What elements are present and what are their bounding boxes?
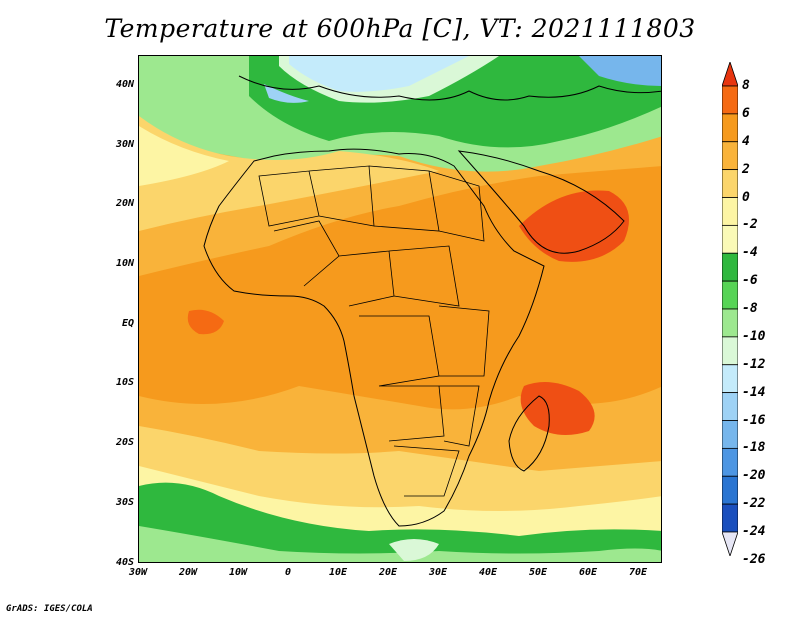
colorbar-label: -14 xyxy=(742,384,766,400)
colorbar-label: -22 xyxy=(742,496,766,512)
colorbar-box xyxy=(722,308,738,338)
colorbar-box xyxy=(722,197,738,226)
lat-label-40s: 40S xyxy=(115,557,134,568)
field-south-light-green xyxy=(139,526,661,562)
lon-label-0: 0 xyxy=(284,567,292,578)
lon-label-40e: 40E xyxy=(478,567,498,578)
colorbar-top-arrow xyxy=(722,62,738,87)
colorbar-label: 8 xyxy=(742,78,750,93)
colorbar-label: -18 xyxy=(742,440,766,456)
lat-label-40n: 40N xyxy=(115,79,134,90)
lat-label-eq: EQ xyxy=(121,318,134,329)
colorbar-label: -6 xyxy=(742,273,758,289)
colorbar-box xyxy=(722,475,738,505)
colorbar-label: 6 xyxy=(742,105,750,121)
colorbar-box xyxy=(722,224,738,254)
field-south-green xyxy=(139,482,661,562)
map-panel xyxy=(138,55,662,563)
colorbar-label: -24 xyxy=(742,524,766,539)
colorbar-box xyxy=(722,141,738,171)
colorbar-label: -8 xyxy=(742,301,758,316)
field-west-yellow xyxy=(139,116,439,231)
field-north-blue xyxy=(579,56,661,86)
field-red-madagascar xyxy=(520,382,595,435)
colorbar-label: 2 xyxy=(742,161,750,177)
lon-label-30w: 30W xyxy=(128,567,148,578)
colorbar-label: -4 xyxy=(742,245,758,261)
colorbar-label: 0 xyxy=(742,189,750,205)
colorbar-bottom-arrow xyxy=(722,531,738,556)
colorbar-label: -16 xyxy=(742,412,766,428)
lat-label-30s: 30S xyxy=(115,497,134,508)
field-west-pale xyxy=(139,126,229,186)
colorbar-box xyxy=(722,252,738,282)
field-north-blue-2 xyxy=(264,84,309,103)
colorbar-label: -20 xyxy=(742,468,766,484)
lat-label-20s: 20S xyxy=(115,437,134,448)
colorbar-box xyxy=(722,336,738,366)
lat-label-20n: 20N xyxy=(115,198,134,209)
lon-label-20e: 20E xyxy=(378,567,398,578)
lon-label-10e: 10E xyxy=(328,567,348,578)
colorbar-label: -2 xyxy=(742,217,758,233)
lat-label-10n: 10N xyxy=(115,258,134,269)
colorbar-label: 4 xyxy=(742,133,750,149)
colorbar-box xyxy=(722,113,738,143)
colorbar-box xyxy=(722,280,738,310)
colorbar-label: -26 xyxy=(742,551,766,567)
colorbar-label: -12 xyxy=(742,356,766,372)
colorbar-box xyxy=(722,364,738,394)
grads-credit: GrADS: IGES/COLA xyxy=(6,604,93,614)
lon-label-50e: 50E xyxy=(528,567,548,578)
africa-coastline xyxy=(203,148,545,527)
colorbar-box xyxy=(722,85,738,115)
chart-title: Temperature at 600hPa [C], VT: 202111180… xyxy=(104,14,696,43)
field-red-horn xyxy=(519,190,629,262)
lon-label-30e: 30E xyxy=(428,567,448,578)
field-red-west xyxy=(187,309,224,335)
lat-label-30n: 30N xyxy=(115,139,134,150)
arabia-coastline xyxy=(457,150,625,254)
field-south-pale-blue xyxy=(389,539,439,561)
europe-coastline xyxy=(238,75,661,101)
lat-label-10s: 10S xyxy=(115,377,134,388)
colorbar-box xyxy=(722,420,738,449)
field-north-sky-blue xyxy=(289,56,469,92)
lon-label-60e: 60E xyxy=(578,567,598,578)
colorbar-box xyxy=(722,169,738,198)
colorbar-label: -10 xyxy=(742,328,766,344)
country-borders xyxy=(258,165,490,497)
lon-label-70e: 70E xyxy=(628,567,648,578)
lon-label-20w: 20W xyxy=(178,567,198,578)
madagascar-coastline xyxy=(508,395,550,472)
colorbar xyxy=(722,62,738,556)
lon-label-10w: 10W xyxy=(228,567,248,578)
colorbar-box xyxy=(722,392,738,421)
temperature-field-map xyxy=(139,56,661,562)
colorbar-box xyxy=(722,447,738,477)
coastline-group xyxy=(203,75,661,527)
colorbar-box xyxy=(722,503,738,533)
